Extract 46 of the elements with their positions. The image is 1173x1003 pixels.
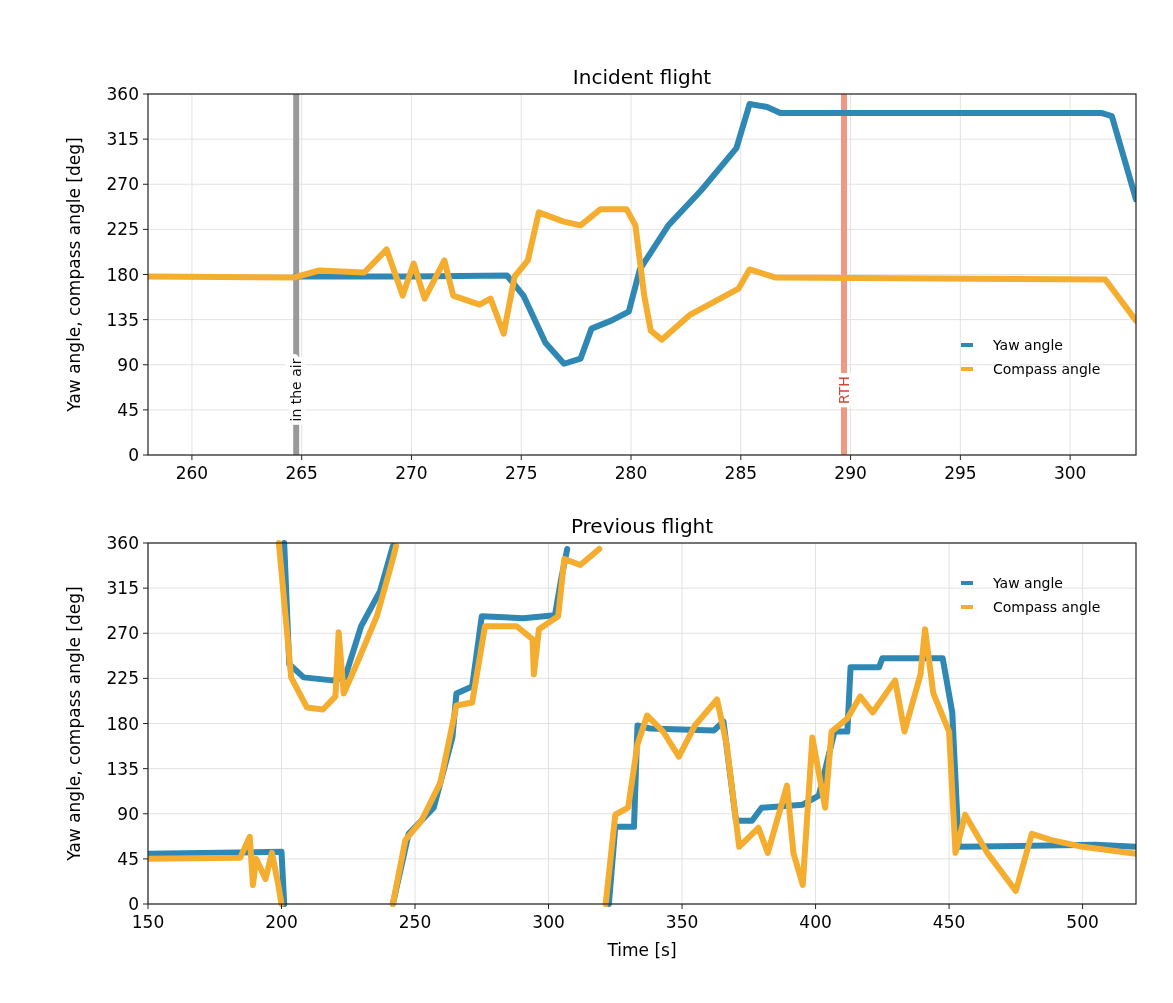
chart-title: Incident flight bbox=[572, 65, 712, 89]
y-tick-label: 45 bbox=[117, 848, 139, 869]
x-tick-label: 295 bbox=[944, 463, 977, 483]
x-axis-title: Time [s] bbox=[606, 940, 677, 960]
y-tick-label: 270 bbox=[106, 623, 139, 644]
ref-line-label: RTH bbox=[835, 376, 852, 404]
y-tick-label: 315 bbox=[106, 578, 139, 599]
y-tick-label: 180 bbox=[106, 264, 139, 285]
x-tick-label: 270 bbox=[395, 463, 428, 483]
x-tick-label: 265 bbox=[285, 463, 318, 483]
y-tick-label: 45 bbox=[117, 399, 139, 420]
y-tick-label: 360 bbox=[106, 533, 139, 553]
x-tick-label: 350 bbox=[665, 912, 699, 932]
y-tick-label: 0 bbox=[128, 894, 139, 914]
y-tick-label: 135 bbox=[106, 309, 139, 330]
x-tick-label: 260 bbox=[175, 463, 209, 483]
y-tick-label: 0 bbox=[128, 445, 139, 465]
x-tick-label: 450 bbox=[932, 912, 966, 932]
x-tick-label: 285 bbox=[724, 463, 758, 483]
x-tick-label: 290 bbox=[834, 463, 867, 483]
ref-line-label: in the air bbox=[288, 358, 305, 422]
y-axis-title: Yaw angle, compass angle [deg] bbox=[64, 586, 84, 862]
x-tick-label: 200 bbox=[265, 912, 298, 932]
legend-label: Compass angle bbox=[993, 361, 1101, 377]
x-tick-label: 275 bbox=[505, 463, 538, 483]
x-tick-label: 150 bbox=[131, 912, 165, 932]
y-tick-label: 360 bbox=[106, 84, 139, 104]
y-tick-label: 90 bbox=[117, 354, 139, 375]
y-tick-label: 225 bbox=[106, 668, 139, 689]
y-axis-title: Yaw angle, compass angle [deg] bbox=[64, 137, 84, 413]
y-tick-label: 225 bbox=[106, 219, 139, 240]
y-tick-label: 270 bbox=[106, 174, 139, 195]
y-tick-label: 180 bbox=[106, 713, 139, 734]
y-tick-label: 135 bbox=[106, 758, 139, 779]
x-tick-label: 500 bbox=[1066, 912, 1099, 932]
x-tick-label: 400 bbox=[799, 912, 832, 932]
y-tick-label: 90 bbox=[117, 803, 139, 824]
x-tick-label: 250 bbox=[398, 912, 432, 932]
chart-title: Previous flight bbox=[570, 514, 714, 538]
legend-label: Compass angle bbox=[993, 599, 1101, 615]
y-tick-label: 315 bbox=[106, 129, 139, 150]
legend-label: Yaw angle bbox=[992, 337, 1063, 353]
x-tick-label: 300 bbox=[1053, 463, 1087, 483]
x-tick-label: 300 bbox=[532, 912, 565, 932]
x-tick-label: 280 bbox=[614, 463, 648, 483]
legend-label: Yaw angle bbox=[992, 575, 1063, 591]
